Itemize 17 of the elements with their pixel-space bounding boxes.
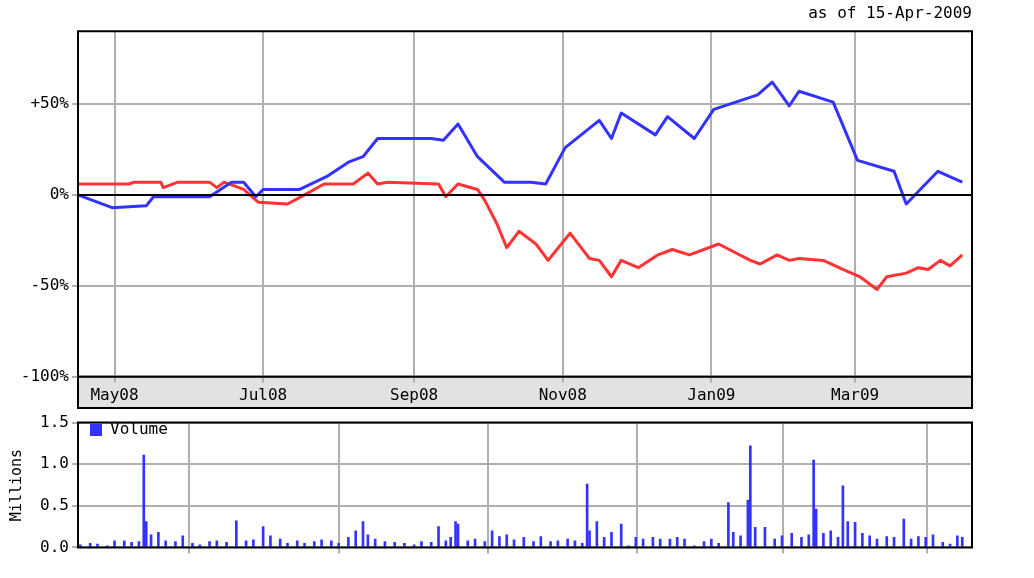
x-tick-label: Nov08 [538,384,587,404]
x-tick-label: Sep08 [390,384,439,404]
y-tick-label: 0.5 [40,494,69,514]
x-tick-label: Jan09 [687,384,736,404]
y-tick-label: 1.5 [40,411,69,431]
x-tick-label: May08 [90,384,139,404]
x-tick-label: Mar09 [830,384,880,404]
y-tick-label: 1.0 [40,453,69,473]
y-tick-label: 0% [49,184,70,204]
chart-title: as of 15-Apr-2009 [808,2,972,22]
y-axis-title: Millions [6,448,25,522]
y-tick-label: 0.0 [40,536,69,556]
legend-label: Volume [110,419,168,439]
y-tick-label: +50% [30,93,70,113]
x-tick-label: Jul08 [239,384,288,404]
y-tick-label: -50% [30,275,70,295]
y-tick-label: -100% [20,365,70,385]
